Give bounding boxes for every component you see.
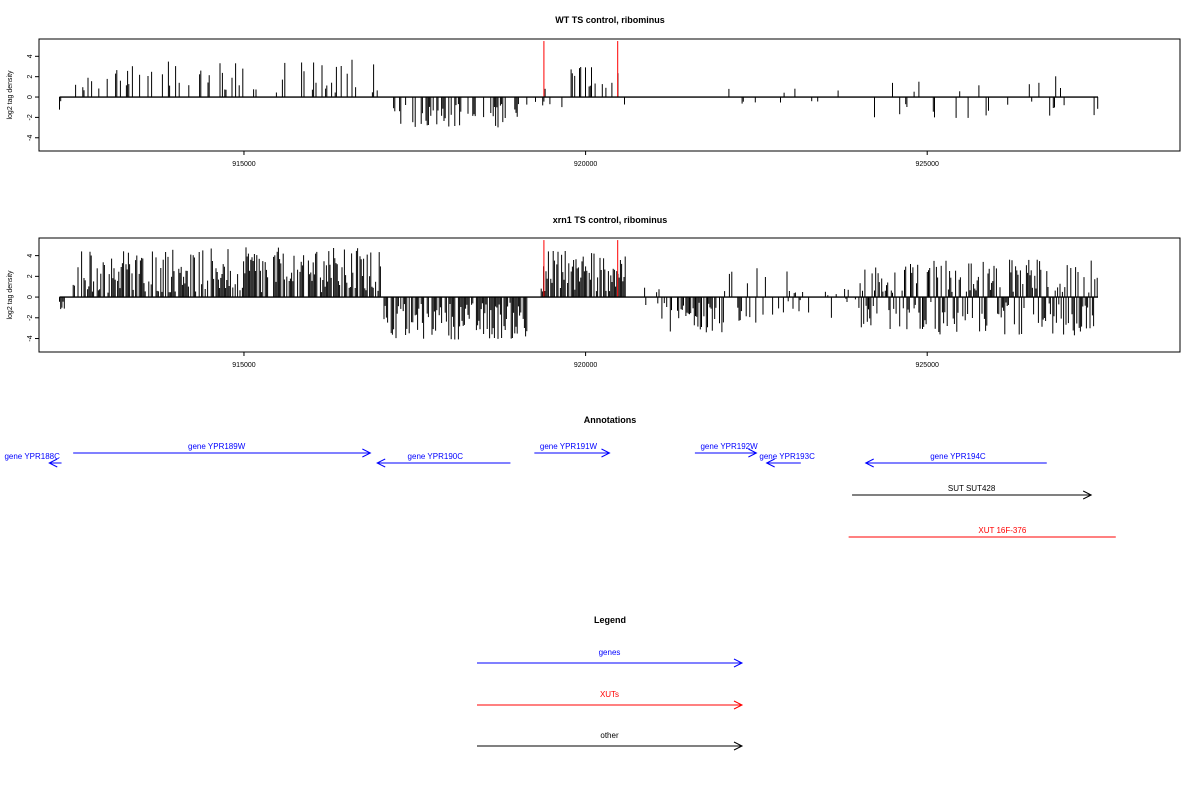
legend-arrowhead [733,741,744,751]
y-tick-label: -2 [27,315,34,321]
y-tick-label: 2 [27,75,34,79]
legend-label: genes [599,648,621,657]
legend-label: other [600,731,619,740]
x-tick-label: 915000 [232,161,255,168]
annotation-label: gene YPR194C [930,452,986,461]
annotation-arrowhead [864,458,874,468]
xrn1-track-chart: xrn1 TS control, ribominus log2 tag dens… [7,215,1181,369]
x-tick-label: 920000 [574,161,597,168]
annotations-title: Annotations [584,415,637,425]
annotation-arrowhead [1082,490,1093,500]
wt-density-bars [59,59,1099,128]
annotation-label: gene YPR190C [408,452,464,461]
legend-panel: Legend genes XUTs other [477,615,744,751]
legend-label: XUTs [600,690,619,699]
xrn1-track-title: xrn1 TS control, ribominus [553,215,668,225]
y-tick-label: -4 [27,335,34,341]
annotation-label: SUT SUT428 [948,484,996,493]
annotation-arrowhead [601,448,611,458]
xrn1-density-bars [59,247,1098,340]
annotation-label: XUT 16F-376 [978,526,1026,535]
y-tick-label: 2 [27,274,34,278]
wt-plot-frame [38,38,1181,152]
wt-y-axis-label: log2 tag density [7,70,14,120]
annotation-label: gene YPR192W [700,442,758,451]
annotation-arrowhead [376,458,386,468]
wt-highlight-marks [543,41,619,98]
x-tick-label: 925000 [916,362,939,369]
annotation-arrowhead [748,448,758,458]
legend-arrowhead [733,700,744,710]
annotation-arrowhead [362,448,372,458]
x-tick-label: 925000 [916,161,939,168]
xrn1-plot-frame [38,237,1181,353]
x-tick-label: 920000 [574,362,597,369]
y-tick-label: 4 [27,54,34,58]
annotation-arrowhead [48,458,58,468]
annotation-label: gene YPR193C [759,452,815,461]
legend-title: Legend [594,615,626,625]
y-tick-label: 0 [27,95,34,99]
legend-arrowhead [733,658,744,668]
x-tick-label: 915000 [232,362,255,369]
y-tick-label: -2 [27,114,34,120]
legend-entries: genes XUTs other [477,648,744,751]
wt-track-chart: WT TS control, ribominus log2 tag densit… [7,15,1181,168]
xrn1-y-axis-label: log2 tag density [7,270,14,320]
annotation-features: gene YPR188C gene YPR189W gene YPR190C gene… [4,442,1116,538]
xrn1-y-axis: -4 -2 0 2 4 [27,254,39,342]
annotation-arrowhead [765,458,775,468]
annotation-label: gene YPR188C [4,452,60,461]
xrn1-x-axis: 915000 920000 925000 [232,352,939,369]
wt-x-axis: 915000 920000 925000 [232,151,939,168]
annotation-label: gene YPR191W [540,442,598,451]
wt-y-axis: -4 -2 0 2 4 [27,54,39,141]
xrn1-highlight-marks [543,240,619,298]
wt-track-title: WT TS control, ribominus [555,15,665,25]
y-tick-label: 4 [27,254,34,258]
y-tick-label: -4 [27,135,34,141]
y-tick-label: 0 [27,295,34,299]
annotation-label: gene YPR189W [188,442,246,451]
